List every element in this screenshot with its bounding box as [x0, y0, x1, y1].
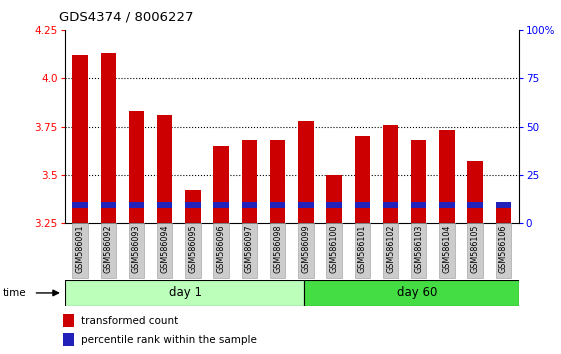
Text: transformed count: transformed count — [81, 316, 178, 326]
Text: GSM586105: GSM586105 — [471, 225, 480, 273]
Bar — [242, 140, 257, 223]
Text: GSM586104: GSM586104 — [443, 225, 452, 273]
Text: GSM586093: GSM586093 — [132, 225, 141, 273]
Text: GSM586092: GSM586092 — [104, 225, 113, 273]
Text: GSM586100: GSM586100 — [329, 225, 338, 273]
Bar — [63, 333, 74, 346]
Bar — [72, 55, 88, 223]
Bar — [495, 207, 511, 223]
Text: GDS4374 / 8006227: GDS4374 / 8006227 — [59, 11, 194, 24]
Bar — [270, 202, 286, 208]
Text: GSM586101: GSM586101 — [358, 225, 367, 273]
Bar — [100, 53, 116, 223]
Text: percentile rank within the sample: percentile rank within the sample — [81, 335, 257, 345]
Bar — [383, 223, 398, 278]
Bar — [157, 223, 172, 278]
Bar — [467, 202, 483, 208]
Text: GSM586102: GSM586102 — [386, 225, 395, 273]
Bar — [439, 223, 455, 278]
Bar — [355, 136, 370, 223]
Text: GSM586094: GSM586094 — [160, 225, 169, 273]
Bar — [185, 202, 201, 208]
Bar — [495, 223, 511, 278]
Bar — [65, 280, 305, 306]
Text: GSM586095: GSM586095 — [188, 225, 197, 273]
Bar — [495, 202, 511, 208]
Text: GSM586099: GSM586099 — [301, 225, 310, 273]
Bar — [63, 314, 74, 327]
Bar — [157, 115, 172, 223]
Text: day 1: day 1 — [169, 286, 201, 299]
Bar — [100, 223, 116, 278]
Bar — [411, 140, 426, 223]
Text: GSM586098: GSM586098 — [273, 225, 282, 273]
Text: GSM586097: GSM586097 — [245, 225, 254, 273]
Bar — [467, 161, 483, 223]
Text: GSM586103: GSM586103 — [414, 225, 423, 273]
Text: time: time — [3, 288, 26, 298]
Bar — [298, 202, 314, 208]
Bar — [327, 223, 342, 278]
Bar — [213, 223, 229, 278]
Bar — [383, 125, 398, 223]
Bar — [327, 202, 342, 208]
Bar — [439, 202, 455, 208]
Bar — [327, 175, 342, 223]
Bar — [270, 223, 286, 278]
Bar — [213, 202, 229, 208]
Bar — [185, 223, 201, 278]
Bar — [355, 202, 370, 208]
Bar — [305, 280, 519, 306]
Bar — [355, 223, 370, 278]
Bar — [298, 223, 314, 278]
Bar — [128, 223, 144, 278]
Bar — [242, 223, 257, 278]
Bar — [128, 202, 144, 208]
Bar — [298, 121, 314, 223]
Bar — [100, 202, 116, 208]
Bar — [270, 140, 286, 223]
Text: day 60: day 60 — [397, 286, 438, 299]
Bar — [157, 202, 172, 208]
Bar — [467, 223, 483, 278]
Bar — [72, 223, 88, 278]
Bar — [411, 223, 426, 278]
Bar — [242, 202, 257, 208]
Bar — [439, 130, 455, 223]
Text: GSM586096: GSM586096 — [217, 225, 226, 273]
Bar — [72, 202, 88, 208]
Bar — [128, 111, 144, 223]
Bar — [411, 202, 426, 208]
Text: GSM586091: GSM586091 — [76, 225, 85, 273]
Text: GSM586106: GSM586106 — [499, 225, 508, 273]
Bar — [185, 190, 201, 223]
Bar — [383, 202, 398, 208]
Bar — [213, 146, 229, 223]
